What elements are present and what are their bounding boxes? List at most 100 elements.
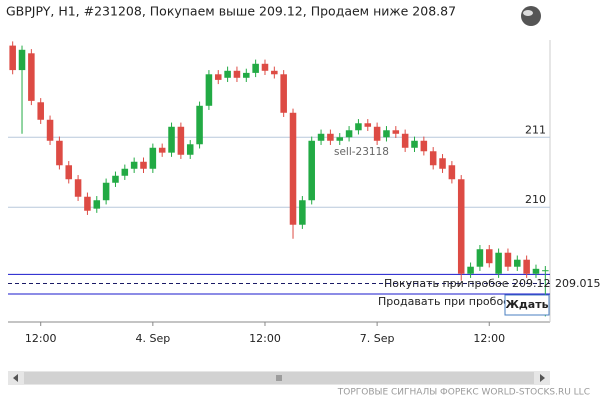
candle [28,49,35,106]
candle [168,122,175,157]
candle-body [168,126,175,153]
candle-body [233,70,241,78]
candle [467,262,474,278]
candle [514,255,521,271]
candle [158,143,166,157]
candle [102,178,110,205]
candle-body [18,49,26,71]
candle-body [252,63,259,73]
candle-body [9,45,16,71]
candle [261,59,269,75]
candle-body [149,147,157,169]
candle-body [429,151,437,166]
candle-body [448,165,456,180]
x-tick-label: 12:00 [473,332,505,345]
candle-body [93,200,101,209]
scroll-grip [276,375,282,381]
candle-body [205,74,213,106]
candle-body [345,130,353,138]
candle [280,70,287,117]
candle [243,68,250,82]
candle [495,248,502,278]
candle [532,264,540,278]
candle-body [532,268,540,274]
candle [299,196,306,229]
candle [448,161,456,184]
candle-body [289,112,297,225]
candle [46,115,54,145]
order-label: sell-23118 [334,146,389,158]
candle [37,98,44,124]
candle-body [495,252,502,274]
candle [224,66,231,82]
candle [140,157,147,173]
candle [383,126,390,142]
candle [252,59,259,78]
candle-body [373,126,381,141]
candle-body [243,72,250,78]
candle [485,245,493,268]
globe-shine [523,10,533,16]
candle [336,133,344,145]
candle [355,119,362,135]
candle-body [112,175,119,183]
candle-body [37,102,44,120]
candle-body [308,140,315,201]
candle-body [411,140,418,148]
candle-body [467,266,474,274]
candle [392,126,400,138]
candle [429,147,437,170]
candle-body [542,270,549,272]
signal-label[interactable]: Ждать [505,298,548,311]
candle-body [224,70,231,78]
price-label: 209.015 [555,277,600,290]
candle-body [336,137,344,141]
candle [504,248,512,271]
candle-body [65,165,73,180]
candle [214,70,222,85]
candle [317,129,325,145]
candle-body [457,179,465,274]
candle [271,66,278,79]
candle [130,157,138,173]
candle-body [186,144,194,155]
scroll-left[interactable] [13,374,18,382]
candle [401,129,409,152]
plot-area: 210 211 12:00 4. Sep 12:00 7. Sep 12:00 [8,41,550,345]
candle [373,122,381,145]
y-tick-label: 210 [525,193,546,206]
candle [56,136,63,170]
candle [9,41,16,75]
candle-body [504,252,512,267]
candle-body [299,200,306,225]
candle [411,136,418,152]
candle-body [56,140,63,166]
candle [233,66,241,82]
signal-box[interactable] [504,294,550,316]
candle-body [514,259,521,267]
buy-label: Покупать при пробое 209.12 [384,277,550,290]
globe[interactable] [521,6,541,26]
candle-body [485,249,493,264]
candle-body [261,63,269,71]
candle-body [364,123,372,127]
candle [476,245,484,271]
candle-body [327,133,334,141]
candle [93,196,101,213]
scroll-right[interactable] [540,374,545,382]
candle-body [28,53,35,101]
candle-body [420,140,428,152]
candle [18,45,26,134]
candle-body [102,182,110,201]
candle-body [121,168,129,176]
globe-icon[interactable] [521,6,541,26]
candle-body [130,161,138,169]
candle [84,192,91,215]
sell-label: Продавать при пробое [378,295,510,308]
x-tick-label: 4. Sep [135,332,170,345]
candle-body [177,126,185,155]
candle [289,108,297,239]
candle-body [392,130,400,134]
candle-body [280,74,287,113]
